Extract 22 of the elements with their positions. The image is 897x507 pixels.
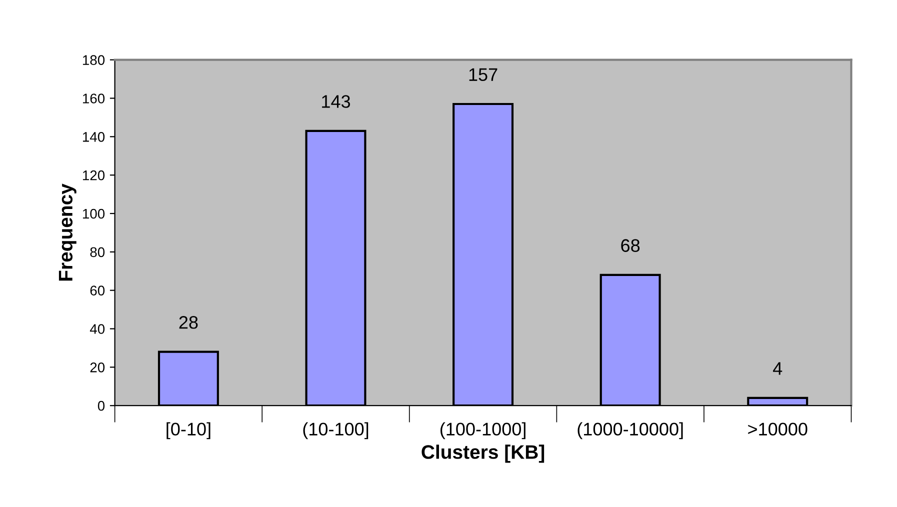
y-tick-label: 80 (90, 247, 105, 258)
y-tick-label: 100 (82, 208, 105, 219)
x-tick-label: (1000-10000] (578, 422, 683, 440)
x-tick-label: >10000 (748, 422, 808, 436)
y-axis-title: Frequency (58, 184, 76, 281)
y-tick-label: 60 (90, 286, 105, 296)
x-tick-label: (100-1000] (440, 422, 526, 440)
x-axis-title: Clusters [KB] (422, 444, 544, 463)
y-tick-label: 180 (82, 55, 105, 65)
y-tick-label: 40 (90, 324, 105, 334)
y-tick-label: 140 (82, 132, 105, 142)
y-tick-label: 120 (82, 170, 105, 180)
x-tick-label: [0-10] (166, 422, 210, 440)
data-label: 68 (621, 239, 640, 252)
data-label: 4 (773, 362, 782, 375)
x-tick-label: (10-100] (303, 422, 368, 440)
data-label: 28 (179, 316, 198, 329)
y-tick-label: 160 (82, 94, 105, 104)
y-tick-label: 20 (90, 362, 105, 372)
data-label: 157 (469, 68, 498, 81)
data-label: 143 (322, 95, 350, 108)
y-tick-label: 0 (98, 400, 105, 411)
